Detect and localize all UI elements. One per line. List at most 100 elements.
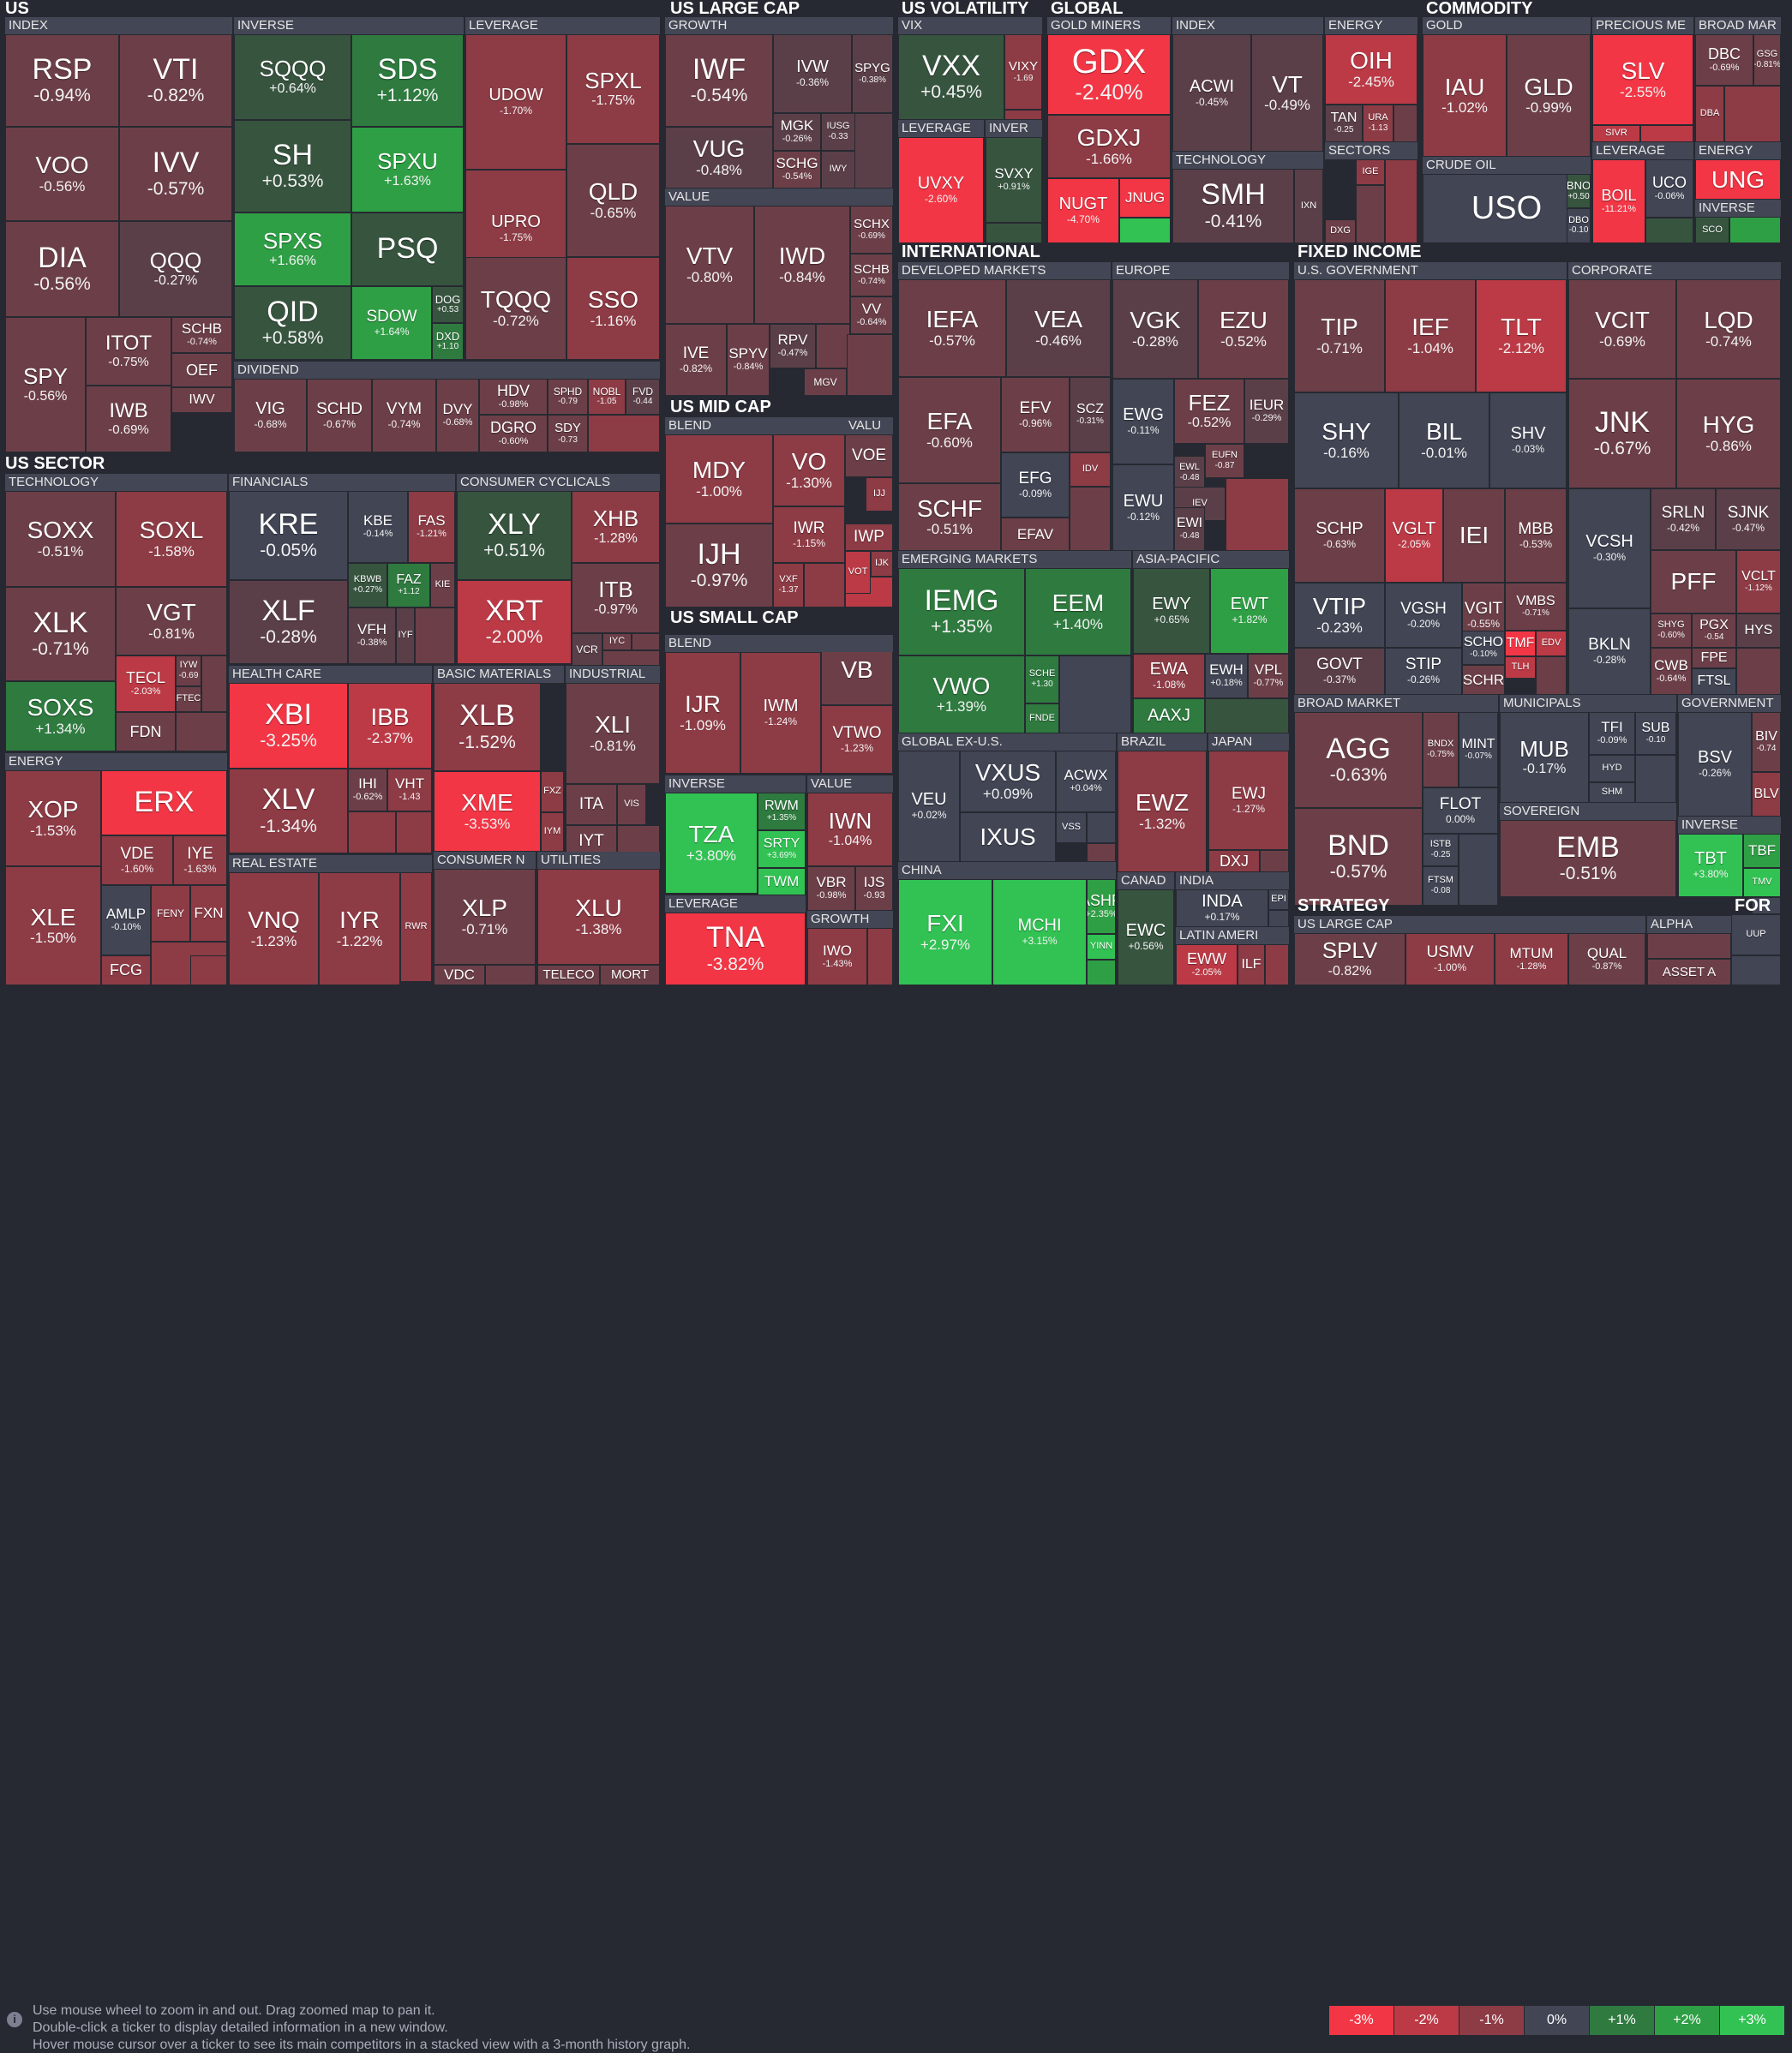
ticker-tile-ixus[interactable]: IXUS bbox=[960, 812, 1056, 862]
minor-ticker-cluster[interactable] bbox=[867, 928, 893, 985]
ticker-tile-bnd[interactable]: BND -0.57% bbox=[1294, 808, 1423, 906]
ticker-tile-ewa[interactable]: EWA -1.08% bbox=[1133, 654, 1205, 698]
ticker-tile-bil[interactable]: BIL -0.01% bbox=[1399, 392, 1489, 488]
ticker-tile-efav[interactable]: EFAV bbox=[1001, 518, 1070, 551]
ticker-tile-jnug[interactable]: JNUG bbox=[1119, 178, 1171, 218]
ticker-tile-ashr[interactable]: ASHR+2.35% bbox=[1087, 879, 1116, 934]
ticker-tile-mgv[interactable]: MGV bbox=[804, 368, 847, 396]
ticker-tile-qid[interactable]: QID +0.58% bbox=[234, 286, 351, 360]
ticker-tile-ewh[interactable]: EWH +0.18% bbox=[1205, 654, 1248, 698]
ticker-tile-ewj[interactable]: EWJ -1.27% bbox=[1208, 751, 1289, 850]
ticker-tile-stip[interactable]: STIP -0.26% bbox=[1385, 648, 1462, 695]
ticker-tile-eem[interactable]: EEM +1.40% bbox=[1025, 568, 1131, 655]
minor-ticker-cluster[interactable] bbox=[1070, 487, 1111, 551]
ticker-tile-psq[interactable]: PSQ bbox=[351, 212, 464, 286]
ticker-tile-sqqq[interactable]: SQQQ +0.64% bbox=[234, 34, 351, 120]
ticker-tile-pff[interactable]: PFF bbox=[1651, 550, 1736, 614]
ticker-tile-xlp[interactable]: XLP -0.71% bbox=[434, 869, 536, 965]
ticker-tile-tip[interactable]: TIP -0.71% bbox=[1294, 279, 1385, 392]
ticker-tile-eufn[interactable]: EUFN -0.87 bbox=[1205, 444, 1244, 478]
ticker-tile-iyr[interactable]: IYR -1.22% bbox=[319, 872, 400, 985]
ticker-tile-dog[interactable]: DOG +0.53 bbox=[432, 286, 464, 323]
ticker-tile-govt[interactable]: GOVT -0.37% bbox=[1294, 648, 1385, 695]
ticker-tile-vxx[interactable]: VXX +0.45% bbox=[898, 34, 1004, 120]
ticker-tile-ewz[interactable]: EWZ -1.32% bbox=[1118, 751, 1207, 872]
ticker-tile-iwy[interactable]: IWY bbox=[821, 151, 855, 189]
ticker-tile-sivr[interactable]: SIVR bbox=[1592, 125, 1640, 142]
ticker-tile-iwp[interactable]: IWP bbox=[845, 524, 893, 551]
ticker-tile-amlp[interactable]: AMLP -0.10% bbox=[101, 885, 151, 955]
ticker-tile-hys[interactable]: HYS bbox=[1736, 614, 1781, 648]
ticker-tile-ive[interactable]: IVE -0.82% bbox=[665, 324, 727, 396]
ticker-tile-edv[interactable]: EDV bbox=[1536, 631, 1567, 656]
ticker-tile-usmv[interactable]: USMV -1.00% bbox=[1405, 933, 1495, 985]
ticker-tile-gdx[interactable]: GDX -2.40% bbox=[1047, 34, 1171, 115]
ticker-tile-schb[interactable]: SCHB -0.74% bbox=[171, 317, 232, 353]
ticker-tile-iemg[interactable]: IEMG +1.35% bbox=[898, 568, 1025, 655]
ticker-tile-vss[interactable]: VSS bbox=[1056, 812, 1087, 843]
ticker-tile-uco[interactable]: UCO -0.06% bbox=[1645, 159, 1693, 218]
minor-ticker-cluster[interactable] bbox=[176, 712, 227, 751]
ticker-tile-tan[interactable]: TAN -0.25 bbox=[1325, 105, 1363, 142]
ticker-tile-mdy[interactable]: MDY -1.00% bbox=[665, 434, 773, 524]
ticker-tile-ijh[interactable]: IJH -0.97% bbox=[665, 524, 773, 608]
ticker-tile-vcsh[interactable]: VCSH -0.30% bbox=[1568, 488, 1651, 608]
ticker-tile-hdv[interactable]: HDV -0.98% bbox=[479, 379, 548, 415]
ticker-tile-epi[interactable]: EPI bbox=[1268, 889, 1289, 910]
ticker-tile-qld[interactable]: QLD -0.65% bbox=[566, 144, 660, 257]
ticker-tile-ewu[interactable]: EWU -0.12% bbox=[1112, 464, 1174, 551]
ticker-tile-gsg[interactable]: GSG -0.81% bbox=[1753, 34, 1781, 86]
ticker-tile-rwm[interactable]: RWM +1.35% bbox=[758, 793, 806, 830]
minor-ticker-cluster[interactable] bbox=[1731, 955, 1781, 985]
ticker-tile-rwr[interactable]: RWR bbox=[400, 872, 432, 982]
ticker-tile-qual[interactable]: QUAL -0.87% bbox=[1568, 933, 1645, 985]
ticker-tile-ijs[interactable]: IJS -0.93 bbox=[855, 866, 893, 911]
ticker-tile-boil[interactable]: BOIL -11.21% bbox=[1592, 159, 1645, 243]
ticker-tile-agg[interactable]: AGG -0.63% bbox=[1294, 712, 1423, 808]
ticker-tile-shm[interactable]: SHM bbox=[1589, 782, 1635, 803]
ticker-tile-vv[interactable]: VV -0.64% bbox=[850, 296, 893, 334]
ticker-tile-spyg[interactable]: SPYG -0.38% bbox=[852, 34, 893, 113]
ticker-tile-ura[interactable]: URA -1.13 bbox=[1363, 105, 1393, 142]
ticker-tile-xhb[interactable]: XHB -1.28% bbox=[572, 491, 660, 563]
ticker-tile-ijr[interactable]: IJR -1.09% bbox=[665, 652, 740, 774]
ticker-tile-vfh[interactable]: VFH -0.38% bbox=[348, 608, 396, 664]
ticker-tile-uup[interactable]: UUP bbox=[1731, 914, 1781, 955]
ticker-tile-scho[interactable]: SCHO -0.10% bbox=[1462, 631, 1505, 665]
ticker-tile-vcr[interactable]: VCR bbox=[572, 633, 602, 666]
ticker-tile-efv[interactable]: EFV -0.96% bbox=[1001, 377, 1070, 452]
ticker-tile-itb[interactable]: ITB -0.97% bbox=[572, 563, 660, 633]
ticker-tile-iyc[interactable]: IYC bbox=[602, 633, 632, 650]
ticker-tile-fez[interactable]: FEZ -0.52% bbox=[1174, 379, 1244, 444]
ticker-tile-iei[interactable]: IEI bbox=[1443, 488, 1505, 583]
ticker-tile-vclt[interactable]: VCLT -1.12% bbox=[1736, 550, 1781, 614]
ticker-tile-kre[interactable]: KRE -0.05% bbox=[229, 491, 348, 580]
minor-ticker-cluster[interactable] bbox=[804, 563, 845, 608]
minor-ticker-cluster[interactable] bbox=[1647, 933, 1731, 959]
ticker-tile-iyf[interactable]: IYF bbox=[396, 608, 415, 664]
ticker-tile-bndx[interactable]: BNDX -0.75% bbox=[1423, 712, 1459, 787]
minor-ticker-cluster[interactable] bbox=[415, 608, 455, 664]
ticker-tile-uso[interactable]: USO bbox=[1423, 174, 1591, 243]
ticker-tile-xli[interactable]: XLI -0.81% bbox=[566, 683, 660, 784]
ticker-tile-asset-a[interactable]: ASSET A bbox=[1647, 959, 1731, 985]
ticker-tile-vxus[interactable]: VXUS +0.09% bbox=[960, 751, 1056, 812]
ticker-tile-schr[interactable]: SCHR bbox=[1462, 665, 1505, 695]
ticker-tile-ewg[interactable]: EWG -0.11% bbox=[1112, 379, 1174, 464]
ticker-tile-schg[interactable]: SCHG -0.54% bbox=[773, 151, 821, 189]
ticker-tile-ftec[interactable]: FTEC bbox=[176, 686, 201, 712]
etf-heatmap[interactable]: RSP -0.94% VTI -0.82% VOO -0.56% IVV -0.57% DIA -… bbox=[0, 0, 1792, 994]
ticker-tile-ibb[interactable]: IBB -2.37% bbox=[348, 683, 432, 769]
ticker-tile-vo[interactable]: VO -1.30% bbox=[773, 434, 845, 506]
minor-ticker-cluster[interactable] bbox=[602, 650, 660, 666]
ticker-tile-shv[interactable]: SHV -0.03% bbox=[1489, 392, 1567, 488]
ticker-tile-sh[interactable]: SH +0.53% bbox=[234, 120, 351, 212]
ticker-tile-schb[interactable]: SCHB -0.74% bbox=[850, 254, 893, 296]
ticker-tile-hyd[interactable]: HYD bbox=[1589, 755, 1635, 782]
ticker-tile-fvd[interactable]: FVD -0.44 bbox=[626, 379, 660, 415]
ticker-tile-vxf[interactable]: VXF -1.37 bbox=[773, 563, 804, 608]
ticker-tile-xlk[interactable]: XLK -0.71% bbox=[5, 587, 116, 681]
ticker-tile-dbo[interactable]: DBO -0.10 bbox=[1567, 208, 1591, 243]
ticker-tile-sdow[interactable]: SDOW +1.64% bbox=[351, 286, 432, 360]
ticker-tile-ezu[interactable]: EZU -0.52% bbox=[1198, 279, 1289, 379]
